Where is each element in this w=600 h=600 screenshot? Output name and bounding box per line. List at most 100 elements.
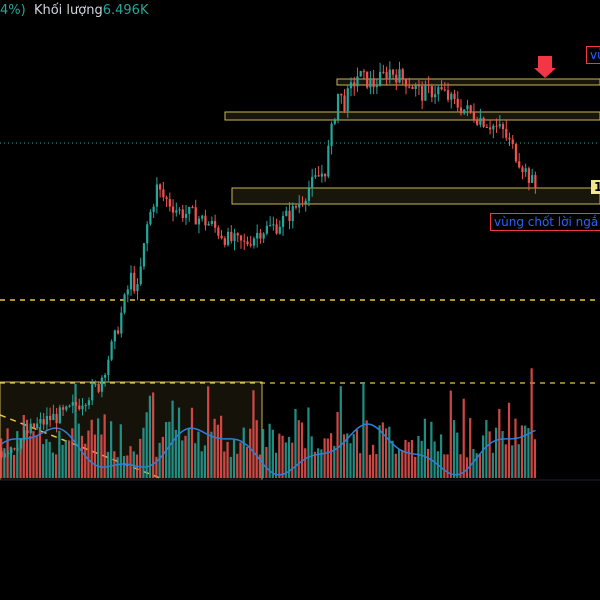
candle-body xyxy=(433,94,437,98)
volume-bar xyxy=(401,449,404,478)
volume-bar xyxy=(394,453,397,478)
volume-bar xyxy=(25,419,29,478)
candle-body xyxy=(142,243,146,267)
volume-bar xyxy=(145,412,148,478)
candle-body xyxy=(214,221,217,228)
candle-body xyxy=(456,98,459,108)
volume-bar xyxy=(494,427,498,478)
candle-body xyxy=(272,224,275,226)
candle-body xyxy=(139,266,142,285)
volume-bar xyxy=(475,453,478,478)
volume-bar xyxy=(216,424,219,478)
candle-body xyxy=(459,107,463,114)
candle-body xyxy=(252,238,256,246)
candle-body xyxy=(149,211,152,225)
candle-body xyxy=(39,419,42,424)
candle-body xyxy=(230,231,233,242)
candle-body xyxy=(404,78,408,87)
volume-bar xyxy=(16,431,19,478)
candle-body xyxy=(13,448,16,450)
volume-bar xyxy=(507,402,511,478)
volume-bar xyxy=(226,441,229,478)
candle-body xyxy=(482,118,485,127)
candle-body xyxy=(204,215,207,226)
candle-body xyxy=(353,82,356,87)
volume-bar xyxy=(155,456,158,478)
volume-bar xyxy=(488,431,491,478)
volume-bar xyxy=(0,438,3,478)
candle-body xyxy=(514,144,518,162)
candle-body xyxy=(42,419,45,425)
candle-body xyxy=(446,90,450,100)
candle-body xyxy=(440,87,443,90)
volume-bar xyxy=(80,435,84,478)
volume-bar xyxy=(310,436,313,478)
volume-bar xyxy=(478,454,481,478)
candle-body xyxy=(26,430,29,434)
candle-body xyxy=(285,210,288,216)
profit-zone-tag[interactable]: vùng chốt lời ngắ xyxy=(490,213,600,231)
candle-body xyxy=(249,244,252,246)
volume-bar xyxy=(19,438,22,478)
volume-bar xyxy=(317,448,320,478)
volume-bar xyxy=(45,439,48,478)
candle-body xyxy=(32,423,36,428)
resistance-zone-mid xyxy=(224,111,600,121)
candle-body xyxy=(87,400,91,406)
candle-body xyxy=(382,71,385,73)
volume-bar xyxy=(203,445,207,478)
volume-bar xyxy=(207,386,210,478)
volume-bar xyxy=(12,454,16,478)
candle-body xyxy=(485,126,488,128)
volume-bar xyxy=(84,443,87,478)
candle-body xyxy=(275,224,278,234)
volume-bar xyxy=(126,455,129,478)
candle-body xyxy=(152,206,155,212)
volume-bar xyxy=(359,453,362,478)
candle-body xyxy=(359,71,362,77)
volume-bar xyxy=(103,414,106,478)
volume-bar xyxy=(469,418,472,478)
candle-body xyxy=(0,451,3,458)
profit-taking-zone xyxy=(231,187,600,205)
candle-body xyxy=(210,221,213,224)
candle-body xyxy=(269,225,272,227)
volume-bar xyxy=(323,438,326,478)
top-right-zone-tag[interactable]: vù xyxy=(586,46,600,64)
candle-body xyxy=(29,423,32,434)
candle-body xyxy=(495,125,498,127)
candle-body xyxy=(207,223,210,226)
candle-body xyxy=(171,206,175,213)
candle-body xyxy=(233,233,236,242)
volume-bar xyxy=(174,429,177,478)
candle-body xyxy=(388,69,391,80)
candle-body xyxy=(343,95,346,112)
volume-bar xyxy=(42,444,45,478)
volume-bar xyxy=(187,427,190,478)
candle-body xyxy=(71,402,74,406)
candle-body xyxy=(330,123,333,146)
volume-bar xyxy=(304,448,307,478)
candle-body xyxy=(391,69,395,75)
candle-body xyxy=(424,84,427,101)
candle-body xyxy=(256,232,259,239)
volume-value: 6.496K xyxy=(102,3,149,18)
volume-bar xyxy=(514,418,517,478)
volume-bar xyxy=(339,386,342,478)
candle-body xyxy=(336,93,340,121)
candle-body xyxy=(421,85,424,101)
candle-body xyxy=(236,233,239,236)
volume-bar xyxy=(171,400,174,478)
volume-bar xyxy=(142,427,145,478)
volume-bar xyxy=(297,420,300,478)
candle-body xyxy=(291,206,294,222)
candle-body xyxy=(323,173,327,177)
candle-body xyxy=(220,235,223,239)
candle-body xyxy=(159,184,162,190)
candle-body xyxy=(120,312,123,334)
volume-bar xyxy=(307,407,310,478)
candle-body xyxy=(81,405,84,410)
chart-header: 4%) Khối lượng6.496K xyxy=(0,3,148,18)
